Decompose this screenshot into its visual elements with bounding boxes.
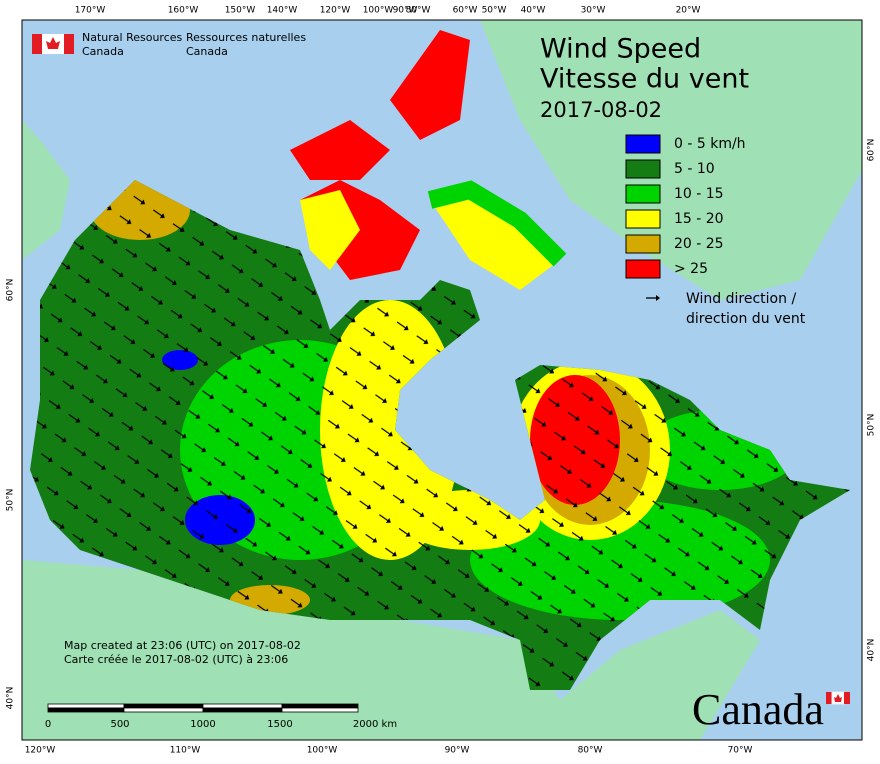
legend-label: 10 - 15 [674, 186, 724, 202]
latitude-label: 60°N [867, 139, 877, 162]
longitude-label: 100°W [363, 6, 394, 16]
scale-bar [281, 707, 359, 713]
wordmark: Canada [692, 685, 824, 734]
longitude-label: 110°W [170, 746, 201, 756]
scale-label: 1000 [190, 719, 215, 730]
legend-arrow-head [656, 295, 660, 301]
legend-swatch [625, 234, 661, 254]
frame [21, 19, 863, 741]
legend-label: 0 - 5 km/h [674, 136, 746, 152]
legend-label: 20 - 25 [674, 236, 724, 252]
legend-arrow-label: direction du vent [686, 311, 806, 327]
scale-bar [281, 703, 359, 709]
latitude-label: 50°N [867, 414, 877, 437]
legend-label: 15 - 20 [674, 211, 724, 227]
longitude-label: 40°W [521, 6, 546, 16]
legend-swatch [625, 159, 661, 179]
longitude-label: 20°W [676, 6, 701, 16]
legend-swatch [625, 134, 661, 154]
scale-bar [123, 703, 204, 709]
longitude-label: 90°W [445, 746, 470, 756]
agency-en: Canada [82, 45, 124, 58]
legend-arrow-label: Wind direction / [686, 291, 796, 307]
date: 2017-08-02 [540, 98, 662, 122]
longitude-label: 90°W [393, 6, 418, 16]
scale-label: 500 [110, 719, 129, 730]
longitude-label: 50°W [482, 6, 507, 16]
alaska [22, 20, 70, 260]
scale-bar [47, 703, 125, 709]
longitude-label: 70°W [728, 746, 753, 756]
legend-swatch [625, 209, 661, 229]
footer-note: Carte créée le 2017-08-02 (UTC) à 23:06 [64, 653, 288, 666]
longitude-label: 140°W [267, 6, 298, 16]
latitude-label: 50°N [6, 489, 16, 512]
legend-swatch [625, 184, 661, 204]
scale-label: 0 [45, 719, 51, 730]
latitude-label: 60°N [6, 279, 16, 302]
agency-en: Natural Resources [82, 31, 183, 44]
longitude-label: 30°W [581, 6, 606, 16]
legend-label: 5 - 10 [674, 161, 715, 177]
agency-fr: Canada [186, 45, 228, 58]
latitude-label: 40°N [6, 687, 16, 710]
longitude-label: 160°W [168, 6, 199, 16]
scale-bar [47, 707, 125, 713]
scale-label: 1500 [267, 719, 292, 730]
longitude-label: 150°W [225, 6, 256, 16]
latitude-label: 40°N [867, 639, 877, 662]
longitude-label: 120°W [320, 6, 351, 16]
legend-label: > 25 [674, 261, 708, 277]
longitude-label: 120°W [25, 746, 56, 756]
scale-label: 2000 km [353, 719, 397, 730]
agency-fr: Ressources naturelles [186, 31, 306, 44]
scale-bar [202, 703, 283, 709]
longitude-label: 80°W [406, 6, 431, 16]
longitude-label: 80°W [578, 746, 603, 756]
wordmark-flag [826, 691, 850, 705]
scale-bar [123, 707, 204, 713]
longitude-label: 60°W [453, 6, 478, 16]
title: Wind Speed [540, 34, 701, 65]
longitude-label: 170°W [75, 6, 106, 16]
usa [22, 560, 760, 740]
legend-swatch [625, 259, 661, 279]
greenland [480, 20, 862, 300]
title-fr: Vitesse du vent [540, 64, 749, 95]
baffin-coast [427, 180, 567, 267]
longitude-label: 100°W [307, 746, 338, 756]
footer-note: Map created at 23:06 (UTC) on 2017-08-02 [64, 639, 301, 652]
scale-bar [202, 707, 283, 713]
canada-flag [32, 34, 74, 54]
